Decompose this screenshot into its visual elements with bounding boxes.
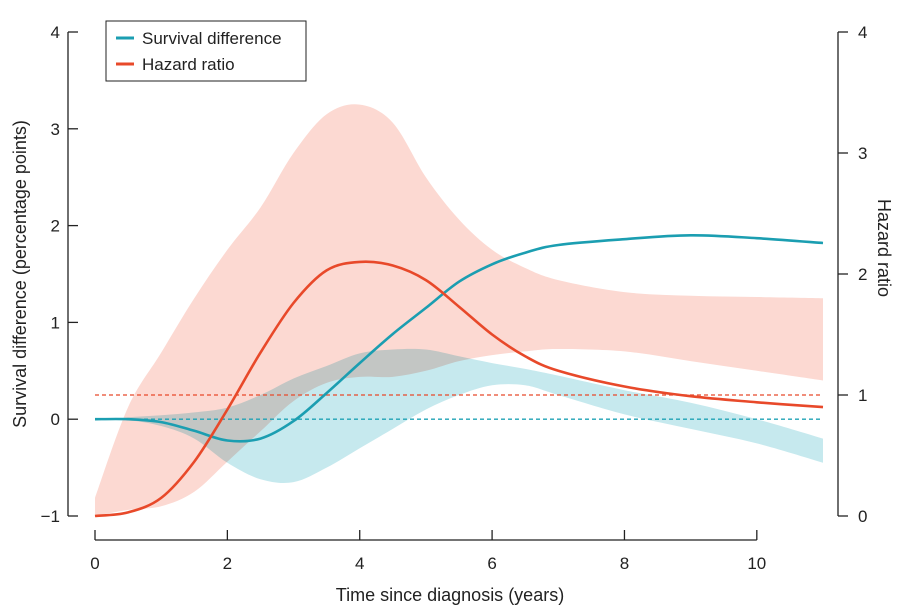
left-tick-label: 2: [51, 217, 60, 236]
x-tick-label: 8: [620, 554, 629, 573]
left-tick-label: −1: [41, 507, 60, 526]
x-tick-label: 4: [355, 554, 364, 573]
band-hazard-ratio: [95, 104, 823, 516]
legend: Survival difference Hazard ratio: [105, 20, 307, 82]
legend-label-survival-difference: Survival difference: [142, 29, 282, 48]
legend-box: [105, 20, 307, 82]
left-tick-label: 3: [51, 120, 60, 139]
left-tick-label: 1: [51, 313, 60, 332]
legend-label-hazard-ratio: Hazard ratio: [142, 55, 235, 74]
series-lines: [94, 233, 824, 518]
right-axis-title: Hazard ratio: [874, 199, 894, 297]
x-tick-label: 2: [223, 554, 232, 573]
series-line-hazard-ratio: [94, 260, 824, 518]
confidence-bands: [95, 104, 823, 516]
right-tick-label: 0: [858, 507, 867, 526]
reference-lines: [95, 394, 823, 420]
series-line-survival-difference: [94, 233, 824, 443]
right-tick-label: 3: [858, 144, 867, 163]
x-tick-label: 0: [90, 554, 99, 573]
left-axis-title: Survival difference (percentage points): [10, 120, 30, 428]
left-tick-label: 0: [51, 410, 60, 429]
x-tick-label: 10: [747, 554, 766, 573]
right-tick-label: 4: [858, 23, 867, 42]
x-tick-label: 6: [487, 554, 496, 573]
right-tick-label: 2: [858, 265, 867, 284]
left-tick-label: 4: [51, 23, 60, 42]
axes: −1 0 1 2 3 4 0 1 2 3 4 0 2 4 6 8 10: [41, 23, 868, 573]
right-tick-label: 1: [858, 386, 867, 405]
x-axis-title: Time since diagnosis (years): [336, 585, 564, 605]
band-survival-difference: [95, 348, 823, 483]
